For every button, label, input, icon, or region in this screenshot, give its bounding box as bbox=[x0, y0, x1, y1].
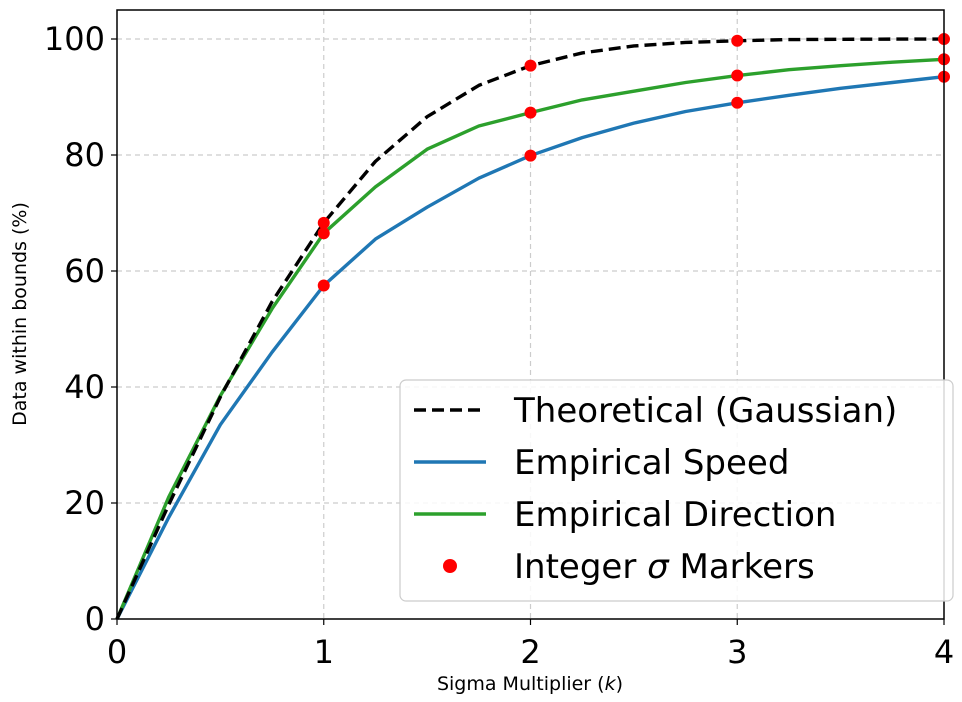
y-tick-label: 80 bbox=[64, 136, 105, 174]
x-tick-label: 3 bbox=[727, 633, 747, 671]
x-tick-label: 4 bbox=[934, 633, 954, 671]
marker-point bbox=[524, 149, 537, 162]
marker-point bbox=[731, 96, 744, 109]
marker-point bbox=[317, 227, 330, 240]
x-tick-label: 1 bbox=[314, 633, 334, 671]
x-tick-label: 0 bbox=[107, 633, 127, 671]
marker-point bbox=[524, 59, 537, 72]
x-axis-label: Sigma Multiplier (k) bbox=[437, 673, 623, 695]
legend-label: Integer σ Markers bbox=[514, 547, 815, 587]
legend-label: Empirical Speed bbox=[514, 443, 789, 483]
legend-box bbox=[399, 379, 954, 602]
y-tick-label: 60 bbox=[64, 252, 105, 290]
y-tick-label: 100 bbox=[44, 20, 105, 58]
marker-point bbox=[731, 34, 744, 47]
marker-point bbox=[317, 279, 330, 292]
y-tick-label: 40 bbox=[64, 368, 105, 406]
y-tick-label: 0 bbox=[85, 600, 105, 638]
legend: Theoretical (Gaussian) Empirical Speed Emp… bbox=[399, 379, 954, 602]
legend-swatch bbox=[443, 559, 457, 573]
marker-layer bbox=[317, 33, 950, 292]
marker-point bbox=[524, 106, 537, 119]
x-tick-label: 2 bbox=[520, 633, 540, 671]
marker-point bbox=[731, 69, 744, 82]
legend-label: Empirical Direction bbox=[514, 495, 836, 535]
y-axis-label: Data within bounds (%) bbox=[9, 202, 31, 426]
y-tick-label: 20 bbox=[64, 484, 105, 522]
legend-label: Theoretical (Gaussian) bbox=[513, 391, 897, 431]
marker-point bbox=[317, 216, 330, 229]
